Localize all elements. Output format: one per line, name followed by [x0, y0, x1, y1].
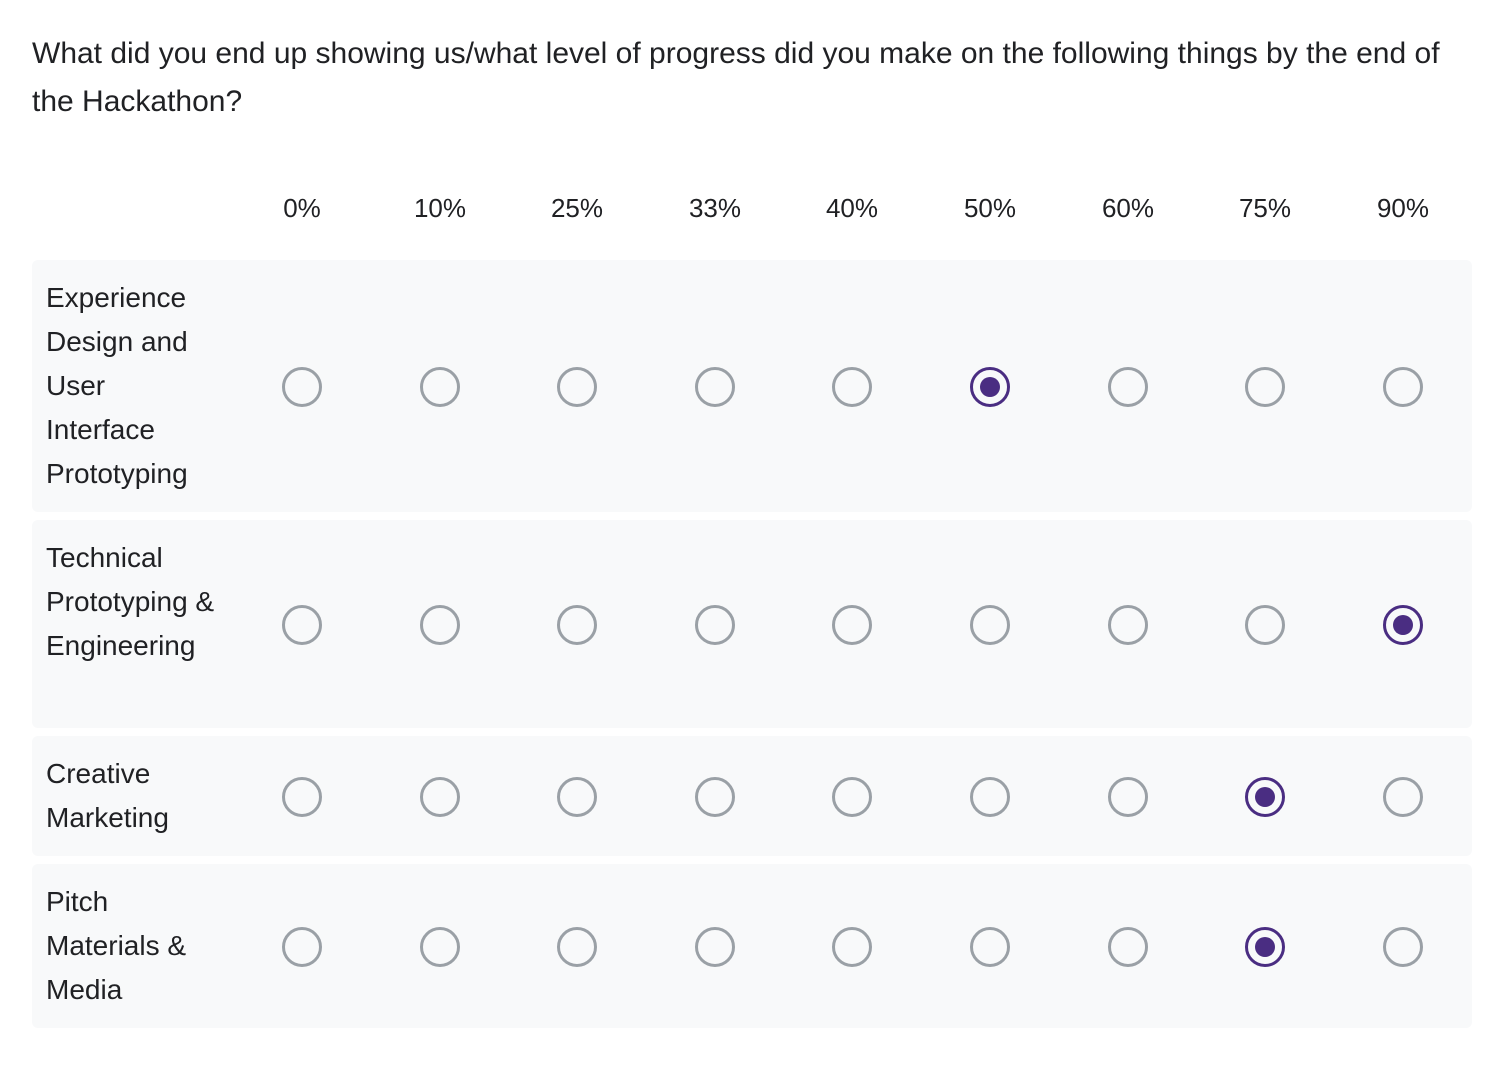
radio-25-percent[interactable]: [557, 777, 597, 817]
radio-40-percent[interactable]: [832, 605, 872, 645]
radio-90-percent[interactable]: [1383, 777, 1423, 817]
radio-50-percent[interactable]: [970, 777, 1010, 817]
radio-10-percent[interactable]: [420, 777, 460, 817]
radio-90-percent[interactable]: [1383, 367, 1423, 407]
question-title: What did you end up showing us/what leve…: [32, 37, 1440, 118]
radio-50-percent[interactable]: [970, 927, 1010, 967]
radio-10-percent[interactable]: [420, 927, 460, 967]
column-header-0: 0%: [283, 193, 321, 223]
radio-33-percent[interactable]: [695, 605, 735, 645]
radio-0-percent[interactable]: [282, 927, 322, 967]
radio-25-percent[interactable]: [557, 927, 597, 967]
radio-50-percent[interactable]: [970, 605, 1010, 645]
row-label: Creative Marketing: [46, 758, 169, 833]
column-header-33: 33%: [688, 193, 742, 223]
radio-50-percent[interactable]: [970, 367, 1010, 407]
radio-25-percent[interactable]: [557, 367, 597, 407]
column-header-10: 10%: [413, 193, 467, 223]
radio-60-percent[interactable]: [1108, 605, 1148, 645]
radio-40-percent[interactable]: [832, 777, 872, 817]
radio-0-percent[interactable]: [282, 777, 322, 817]
column-header-75: 75%: [1238, 193, 1292, 223]
row-label: Experience Design and User Interface Pro…: [46, 282, 188, 489]
radio-90-percent[interactable]: [1383, 605, 1423, 645]
radio-dot: [1255, 787, 1275, 807]
radio-33-percent[interactable]: [695, 367, 735, 407]
radio-dot: [1393, 615, 1413, 635]
row-label: Technical Prototyping & Engineering: [46, 542, 215, 661]
column-header-25: 25%: [550, 193, 604, 223]
column-header-60: 60%: [1101, 193, 1155, 223]
grid-row-experience-design: Experience Design and User Interface Pro…: [32, 260, 1472, 512]
radio-dot: [980, 377, 1000, 397]
radio-60-percent[interactable]: [1108, 367, 1148, 407]
grid-row-pitch-materials: Pitch Materials & Media: [32, 864, 1472, 1028]
radio-75-percent[interactable]: [1245, 605, 1285, 645]
grid-row-creative-marketing: Creative Marketing: [32, 736, 1472, 856]
radio-40-percent[interactable]: [832, 367, 872, 407]
radio-dot: [1255, 937, 1275, 957]
radio-10-percent[interactable]: [420, 605, 460, 645]
radio-90-percent[interactable]: [1383, 927, 1423, 967]
radio-40-percent[interactable]: [832, 927, 872, 967]
radio-10-percent[interactable]: [420, 367, 460, 407]
radio-75-percent[interactable]: [1245, 777, 1285, 817]
column-header-row: 0% 10% 25% 33% 40% 50% 60% 75% 90%: [32, 188, 1472, 228]
radio-75-percent[interactable]: [1245, 927, 1285, 967]
radio-0-percent[interactable]: [282, 605, 322, 645]
radio-25-percent[interactable]: [557, 605, 597, 645]
radio-33-percent[interactable]: [695, 777, 735, 817]
column-header-50: 50%: [963, 193, 1017, 223]
radio-60-percent[interactable]: [1108, 927, 1148, 967]
radio-33-percent[interactable]: [695, 927, 735, 967]
radio-75-percent[interactable]: [1245, 367, 1285, 407]
radio-0-percent[interactable]: [282, 367, 322, 407]
grid-row-technical-prototyping: Technical Prototyping & Engineering: [32, 520, 1472, 728]
column-header-90: 90%: [1376, 193, 1430, 223]
radio-60-percent[interactable]: [1108, 777, 1148, 817]
column-header-40: 40%: [825, 193, 879, 223]
row-label: Pitch Materials & Media: [46, 886, 187, 1005]
